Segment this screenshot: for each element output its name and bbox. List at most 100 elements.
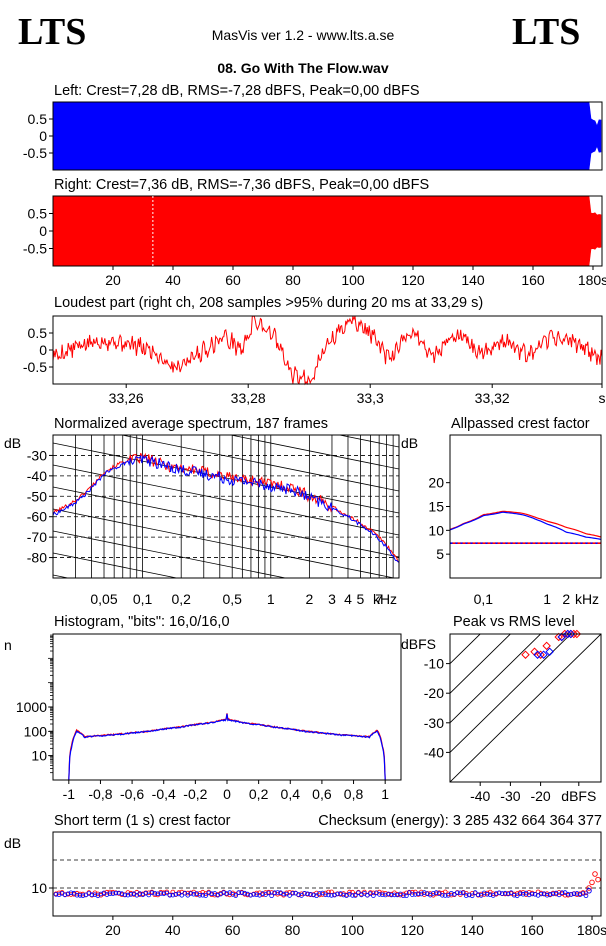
peak-rms-y-unit: dBFS xyxy=(401,636,436,652)
short-term-point-1-127 xyxy=(430,891,436,896)
short-term-point-0-109 xyxy=(377,889,382,895)
allpassed-crest-title: Allpassed crest factor xyxy=(451,416,590,432)
short-term-point-1-61 xyxy=(233,893,239,898)
short-term-point-1-16 xyxy=(98,891,104,897)
allpassed-crest-y-unit: dB xyxy=(401,435,418,451)
spectrum-slope-13 xyxy=(53,641,399,711)
short-term-point-1-149 xyxy=(496,890,502,896)
loudest-part-panel: Loudest part (right ch, 208 samples >95%… xyxy=(23,295,606,406)
histogram-xtick-9: 0,8 xyxy=(344,786,364,802)
short-term-point-1-153 xyxy=(508,890,514,895)
allpassed-xtick-0: 0,1 xyxy=(474,591,494,607)
spectrum-slope-2 xyxy=(228,435,399,470)
lts-logo-right: LTS xyxy=(512,11,580,53)
short-term-crest-y-unit: dB xyxy=(4,835,21,851)
short-term-point-1-55 xyxy=(215,892,221,898)
short-term-point-1-24 xyxy=(122,892,128,898)
right-waveform-title: Right: Crest=7,36 dB, RMS=-7,36 dBFS, Pe… xyxy=(54,177,429,193)
short-term-crest-chart: 10 20 40 60 80 100 120 140 160 180s xyxy=(31,831,606,938)
short-term-point-1-97 xyxy=(341,892,346,898)
loudest-part-ytick-2: -0.5 xyxy=(23,359,47,375)
spectrum-grid xyxy=(53,435,399,711)
short-term-point-1-1 xyxy=(53,892,59,897)
short-term-point-1-143 xyxy=(478,893,484,898)
short-term-point-1-26 xyxy=(128,892,134,897)
spectrum-series-0 xyxy=(53,452,399,563)
short-term-point-1-40 xyxy=(170,892,176,898)
right-waveform-xtick-8: 180s xyxy=(578,272,606,288)
short-term-point-1-6 xyxy=(68,890,74,896)
crest-line-3 xyxy=(450,634,572,754)
allpassed-ytick-3: 5 xyxy=(436,546,444,562)
spectrum-xtick-8: 5 xyxy=(357,591,365,607)
peak-rms-panel: Peak vs RMS level dBFS 403020100 dB-10-2… xyxy=(401,614,602,804)
short-term-point-1-39 xyxy=(167,892,173,898)
allpassed-ytick-0: 20 xyxy=(428,475,444,491)
spectrum-slope-8 xyxy=(53,530,288,578)
short-term-point-1-166 xyxy=(547,891,553,897)
short-term-point-1-53 xyxy=(209,891,215,896)
histogram-panel: Histogram, "bits": 16,0/16,0 n 100010010… xyxy=(4,614,402,802)
histogram-xtick-10: 1 xyxy=(381,786,389,802)
short-term-point-1-35 xyxy=(155,891,161,897)
short-term-point-0-120 xyxy=(409,889,415,895)
loudest-part-xtick-3: 33,32 xyxy=(475,390,510,406)
histogram-xtick-6: 0,2 xyxy=(249,786,269,802)
short-term-point-1-4 xyxy=(62,892,68,898)
short-term-point-1-25 xyxy=(125,892,131,898)
short-term-point-1-135 xyxy=(454,890,460,896)
peak-rms-ytick-1: -20 xyxy=(424,685,444,701)
short-term-point-1-136 xyxy=(457,890,463,896)
spectrum-panel: Normalized average spectrum, 187 frames … xyxy=(4,416,400,711)
short-term-xtick-1: 40 xyxy=(165,922,181,938)
short-term-point-1-113 xyxy=(389,892,394,898)
histogram-xtick-4: -0,2 xyxy=(183,786,207,802)
spectrum-xtick-6: 3 xyxy=(328,591,336,607)
app-title: MasVis ver 1.2 - www.lts.a.se xyxy=(212,27,395,43)
short-term-end-point-0-3 xyxy=(595,876,601,883)
short-term-xtick-0: 20 xyxy=(105,922,121,938)
short-term-point-0-40 xyxy=(170,889,176,895)
allpassed-xtick-1: 1 xyxy=(543,591,551,607)
histogram-xtick-3: -0,4 xyxy=(152,786,176,802)
short-term-point-1-112 xyxy=(386,891,391,897)
loudest-part-waveform xyxy=(52,315,603,386)
short-term-point-1-157 xyxy=(520,891,526,897)
spectrum-xtick-1: 0,1 xyxy=(133,591,153,607)
right-waveform-panel: Right: Crest=7,36 dB, RMS=-7,36 dBFS, Pe… xyxy=(23,177,606,288)
short-term-point-1-160 xyxy=(529,891,535,897)
loudest-part-xtick-1: 33,28 xyxy=(231,390,266,406)
short-term-end-point-0-1 xyxy=(589,879,595,886)
histogram-y-unit: n xyxy=(4,637,12,653)
loudest-part-ytick-0: 0.5 xyxy=(28,325,48,341)
lts-logo-left: LTS xyxy=(18,11,86,53)
allpassed-xtick-2: 2 xyxy=(562,591,570,607)
right-waveform-xtick-2: 60 xyxy=(225,272,241,288)
spectrum-xtick-5: 2 xyxy=(305,591,313,607)
spectrum-slope-1 xyxy=(337,435,399,448)
short-term-point-1-110 xyxy=(380,892,385,897)
loudest-part-frame xyxy=(52,315,603,385)
short-term-point-1-33 xyxy=(149,890,155,895)
histogram-xtick-0: -1 xyxy=(63,786,76,802)
short-term-point-1-82 xyxy=(296,892,301,897)
short-term-point-1-165 xyxy=(544,892,550,898)
peak-rms-point-0-10 xyxy=(572,629,582,639)
loudest-part-ytick-1: 0 xyxy=(39,342,47,358)
short-term-point-1-22 xyxy=(116,890,122,896)
short-term-xtick-3: 80 xyxy=(285,922,301,938)
right-waveform-xtick-1: 40 xyxy=(165,272,181,288)
spectrum-slope-7 xyxy=(53,508,397,578)
right-waveform-signal xyxy=(52,195,602,267)
short-term-point-1-173 xyxy=(568,892,574,897)
short-term-point-1-128 xyxy=(433,890,439,895)
histogram-xtick-2: -0,6 xyxy=(120,786,144,802)
histogram-xtick-7: 0,4 xyxy=(281,786,301,802)
short-term-crest-title: Short term (1 s) crest factor xyxy=(54,813,231,829)
allpassed-series-1 xyxy=(449,511,602,540)
short-term-point-1-63 xyxy=(239,890,245,896)
short-term-point-1-34 xyxy=(152,890,158,896)
short-term-point-1-170 xyxy=(559,890,565,895)
histogram-xtick-8: 0,6 xyxy=(312,786,332,802)
